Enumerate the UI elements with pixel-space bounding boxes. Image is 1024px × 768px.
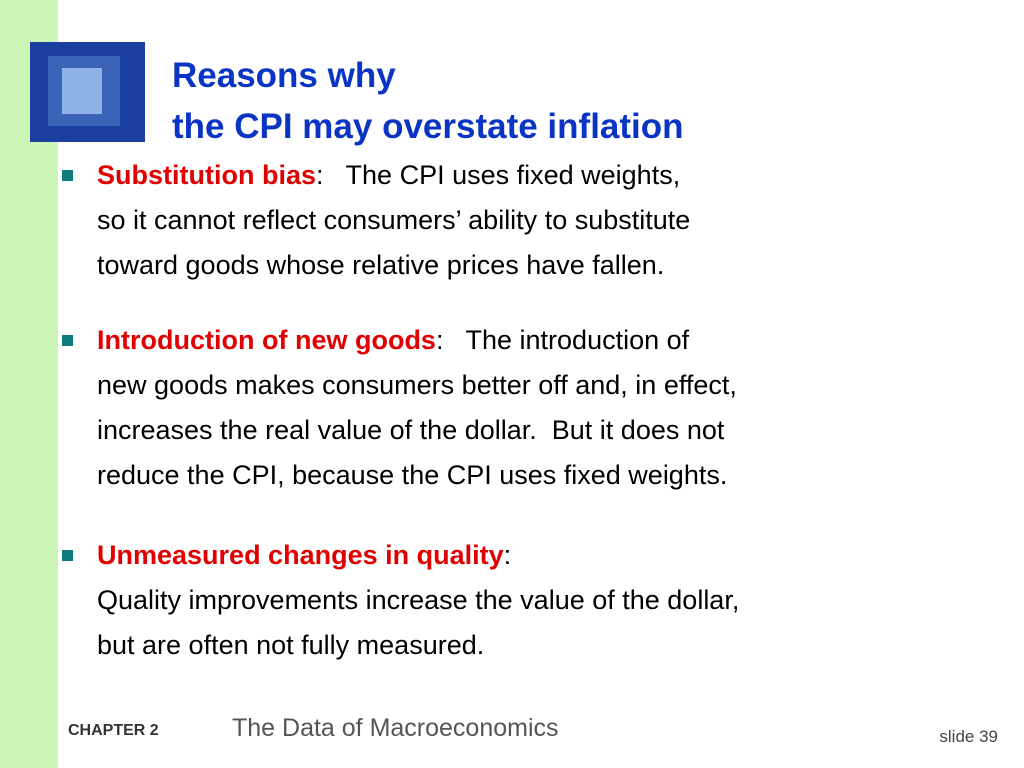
text: increases the real value of the dollar. … [97,415,725,445]
logo-image [30,42,145,142]
separator: : [435,325,444,355]
text: The introduction of [465,325,690,355]
title-line: the CPI may overstate inflation [172,107,684,146]
bullet: Introduction of new goods: The introduct… [62,318,737,498]
separator: : [316,160,324,190]
text: Quality improvements increase the value … [97,585,740,615]
term: Unmeasured changes in quality [97,540,504,570]
bullet-marker [62,550,73,561]
text: so it cannot reflect consumers’ ability … [97,205,691,235]
bullet: Substitution bias: The CPI uses fixed we… [62,153,690,288]
text: new goods makes consumers better off and… [97,370,737,400]
chapter-title: The Data of Macroeconomics [232,714,559,742]
separator: : [503,540,512,570]
slide-number: slide 39 [939,727,998,746]
bullet-marker [62,170,73,181]
text: reduce the CPI, because the CPI uses fix… [97,460,728,490]
bullet: Unmeasured changes in quality: Quality i… [62,533,739,668]
chapter-label: CHAPTER 2 [68,722,159,739]
text: The CPI uses fixed weights, [345,160,681,190]
bullet-marker [62,335,73,346]
text: but are often not fully measured. [97,630,485,660]
text: toward goods whose relative prices have … [97,250,665,280]
term: Introduction of new goods [97,325,436,355]
term: Substitution bias [97,160,316,190]
title-line: Reasons why [172,56,396,95]
title: Reasons why the CPI may overstate inflat… [172,50,684,152]
